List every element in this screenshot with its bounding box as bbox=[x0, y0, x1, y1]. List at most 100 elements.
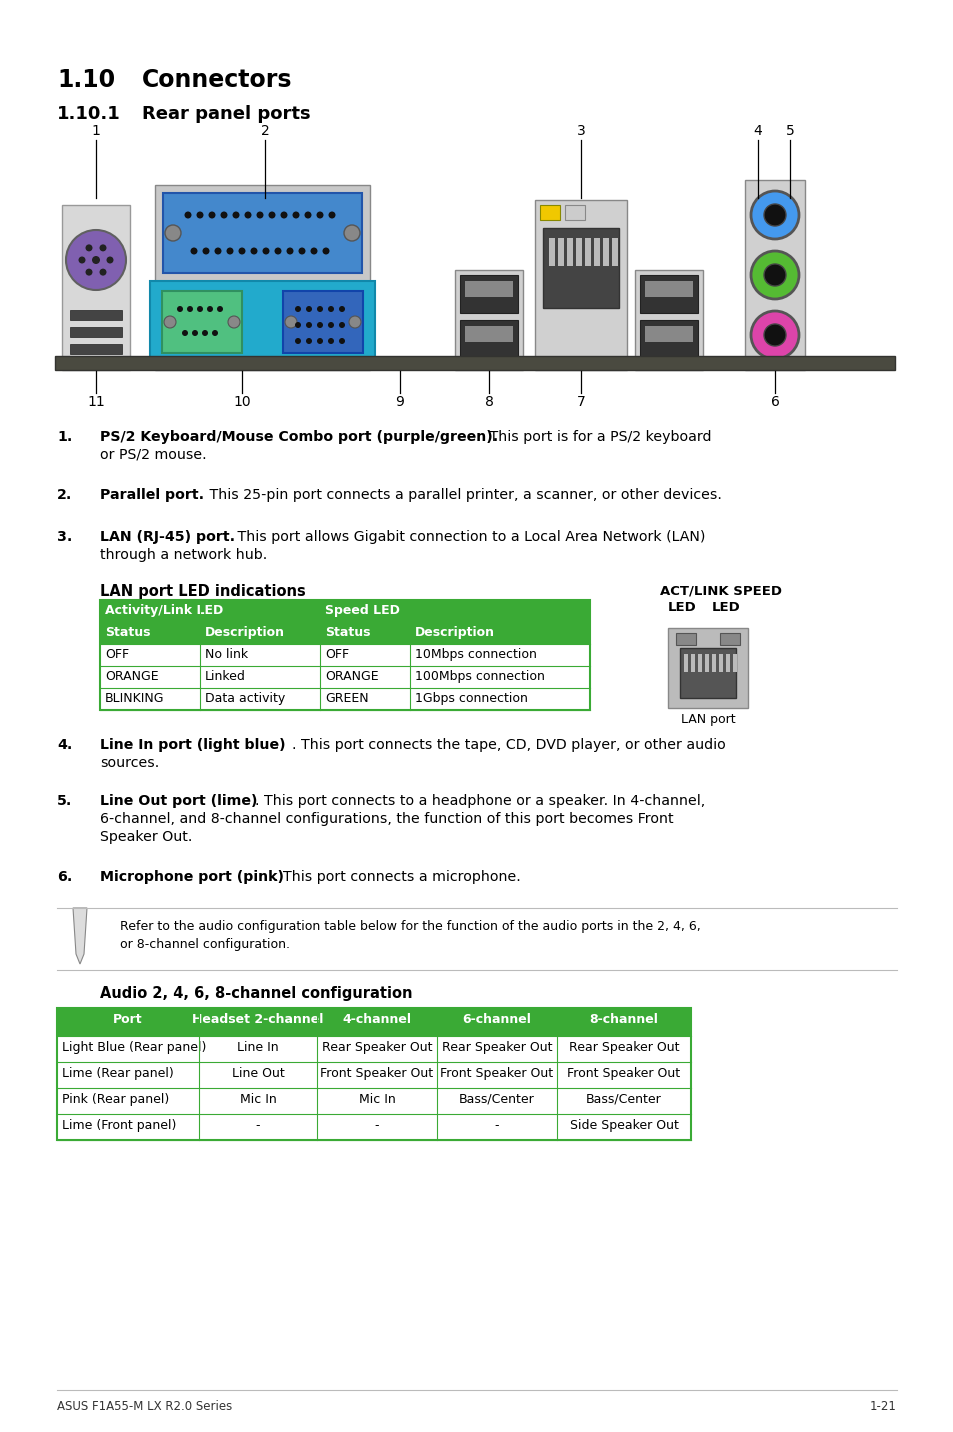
Bar bbox=[459, 275, 517, 314]
Circle shape bbox=[306, 306, 312, 312]
Circle shape bbox=[191, 248, 197, 255]
Bar bbox=[62, 205, 130, 369]
Bar bbox=[542, 228, 618, 308]
Circle shape bbox=[86, 245, 92, 252]
Circle shape bbox=[322, 248, 329, 255]
Bar bbox=[57, 1088, 690, 1114]
Circle shape bbox=[328, 338, 334, 344]
Circle shape bbox=[216, 306, 223, 312]
Bar bbox=[455, 271, 522, 369]
Text: 8-channel: 8-channel bbox=[589, 1012, 658, 1025]
Text: ORANGE: ORANGE bbox=[105, 670, 158, 683]
Bar bbox=[635, 271, 702, 369]
Circle shape bbox=[750, 311, 799, 359]
Circle shape bbox=[268, 212, 275, 219]
Text: Front Speaker Out: Front Speaker Out bbox=[320, 1067, 433, 1080]
Bar bbox=[732, 654, 737, 672]
Text: Microphone port (pink): Microphone port (pink) bbox=[100, 871, 284, 884]
Circle shape bbox=[226, 248, 233, 255]
Circle shape bbox=[262, 248, 269, 255]
Bar bbox=[698, 654, 701, 672]
Text: LAN (RJ-45) port.: LAN (RJ-45) port. bbox=[100, 530, 234, 544]
Bar bbox=[55, 357, 894, 369]
Circle shape bbox=[209, 212, 215, 219]
Text: ASUS F1A55-M LX R2.0 Series: ASUS F1A55-M LX R2.0 Series bbox=[57, 1400, 232, 1413]
Bar bbox=[464, 326, 513, 342]
Bar bbox=[70, 326, 122, 337]
Text: -: - bbox=[255, 1118, 260, 1133]
Text: Side Speaker Out: Side Speaker Out bbox=[569, 1118, 678, 1133]
Circle shape bbox=[338, 338, 345, 344]
Text: Line Out port (lime): Line Out port (lime) bbox=[100, 793, 257, 808]
Text: Headset 2-channel: Headset 2-channel bbox=[193, 1012, 323, 1025]
Text: Activity/Link LED: Activity/Link LED bbox=[105, 604, 223, 617]
Text: . This port connects a microphone.: . This port connects a microphone. bbox=[274, 871, 520, 884]
Text: Description: Description bbox=[415, 626, 495, 639]
Bar bbox=[100, 644, 589, 666]
Text: Data activity: Data activity bbox=[205, 692, 285, 705]
Text: 4.: 4. bbox=[57, 737, 72, 752]
Bar bbox=[459, 319, 517, 358]
Bar bbox=[602, 238, 608, 266]
Text: 4-channel: 4-channel bbox=[342, 1012, 411, 1025]
Text: Speed LED: Speed LED bbox=[325, 604, 399, 617]
Text: LED: LED bbox=[667, 601, 696, 614]
Text: Refer to the audio configuration table below for the function of the audio ports: Refer to the audio configuration table b… bbox=[120, 919, 700, 934]
Polygon shape bbox=[73, 908, 87, 964]
Text: Speaker Out.: Speaker Out. bbox=[100, 831, 193, 843]
Bar bbox=[683, 654, 687, 672]
Circle shape bbox=[294, 338, 301, 344]
Text: LAN port LED indications: LAN port LED indications bbox=[100, 584, 305, 599]
Text: 2: 2 bbox=[260, 125, 269, 137]
Text: ACT/LINK SPEED: ACT/LINK SPEED bbox=[659, 584, 781, 597]
Text: Status: Status bbox=[325, 626, 370, 639]
Text: Audio 2, 4, 6, 8-channel configuration: Audio 2, 4, 6, 8-channel configuration bbox=[100, 987, 412, 1001]
Text: Bass/Center: Bass/Center bbox=[458, 1093, 535, 1106]
Text: . This port connects to a headphone or a speaker. In 4-channel,: . This port connects to a headphone or a… bbox=[254, 793, 704, 808]
Circle shape bbox=[750, 251, 799, 299]
Bar bbox=[711, 654, 716, 672]
Bar bbox=[744, 180, 804, 369]
Text: or 8-channel configuration.: or 8-channel configuration. bbox=[120, 938, 290, 951]
Circle shape bbox=[306, 338, 312, 344]
Bar bbox=[676, 633, 696, 644]
Circle shape bbox=[214, 248, 221, 255]
Text: Mic In: Mic In bbox=[358, 1093, 395, 1106]
Text: Port: Port bbox=[113, 1012, 143, 1025]
Circle shape bbox=[251, 248, 257, 255]
Circle shape bbox=[99, 269, 107, 275]
Text: 5: 5 bbox=[785, 125, 794, 137]
Text: -: - bbox=[375, 1118, 379, 1133]
Bar bbox=[548, 238, 555, 266]
Bar bbox=[70, 344, 122, 354]
Text: Connectors: Connectors bbox=[142, 67, 293, 92]
Bar bbox=[576, 238, 581, 266]
Text: . This port connects the tape, CD, DVD player, or other audio: . This port connects the tape, CD, DVD p… bbox=[292, 737, 725, 752]
Circle shape bbox=[763, 263, 785, 286]
Bar bbox=[719, 654, 722, 672]
Circle shape bbox=[228, 316, 240, 328]
Text: No link: No link bbox=[205, 649, 248, 662]
Circle shape bbox=[244, 212, 252, 219]
Circle shape bbox=[192, 329, 198, 337]
Circle shape bbox=[750, 190, 799, 239]
Text: GREEN: GREEN bbox=[325, 692, 368, 705]
Text: 1.: 1. bbox=[57, 430, 72, 444]
Circle shape bbox=[165, 225, 181, 241]
Text: or PS/2 mouse.: or PS/2 mouse. bbox=[100, 448, 207, 463]
Circle shape bbox=[338, 322, 345, 328]
Circle shape bbox=[328, 322, 334, 328]
Text: 11: 11 bbox=[87, 395, 105, 410]
Circle shape bbox=[220, 212, 227, 219]
Bar bbox=[150, 281, 375, 367]
Text: 10: 10 bbox=[233, 395, 251, 410]
Circle shape bbox=[91, 256, 100, 263]
Bar bbox=[70, 309, 122, 319]
Circle shape bbox=[344, 225, 359, 241]
Bar bbox=[100, 600, 589, 710]
Text: Rear Speaker Out: Rear Speaker Out bbox=[441, 1041, 552, 1054]
Circle shape bbox=[212, 329, 218, 337]
Bar bbox=[644, 326, 692, 342]
Bar bbox=[154, 185, 370, 369]
Circle shape bbox=[763, 324, 785, 347]
